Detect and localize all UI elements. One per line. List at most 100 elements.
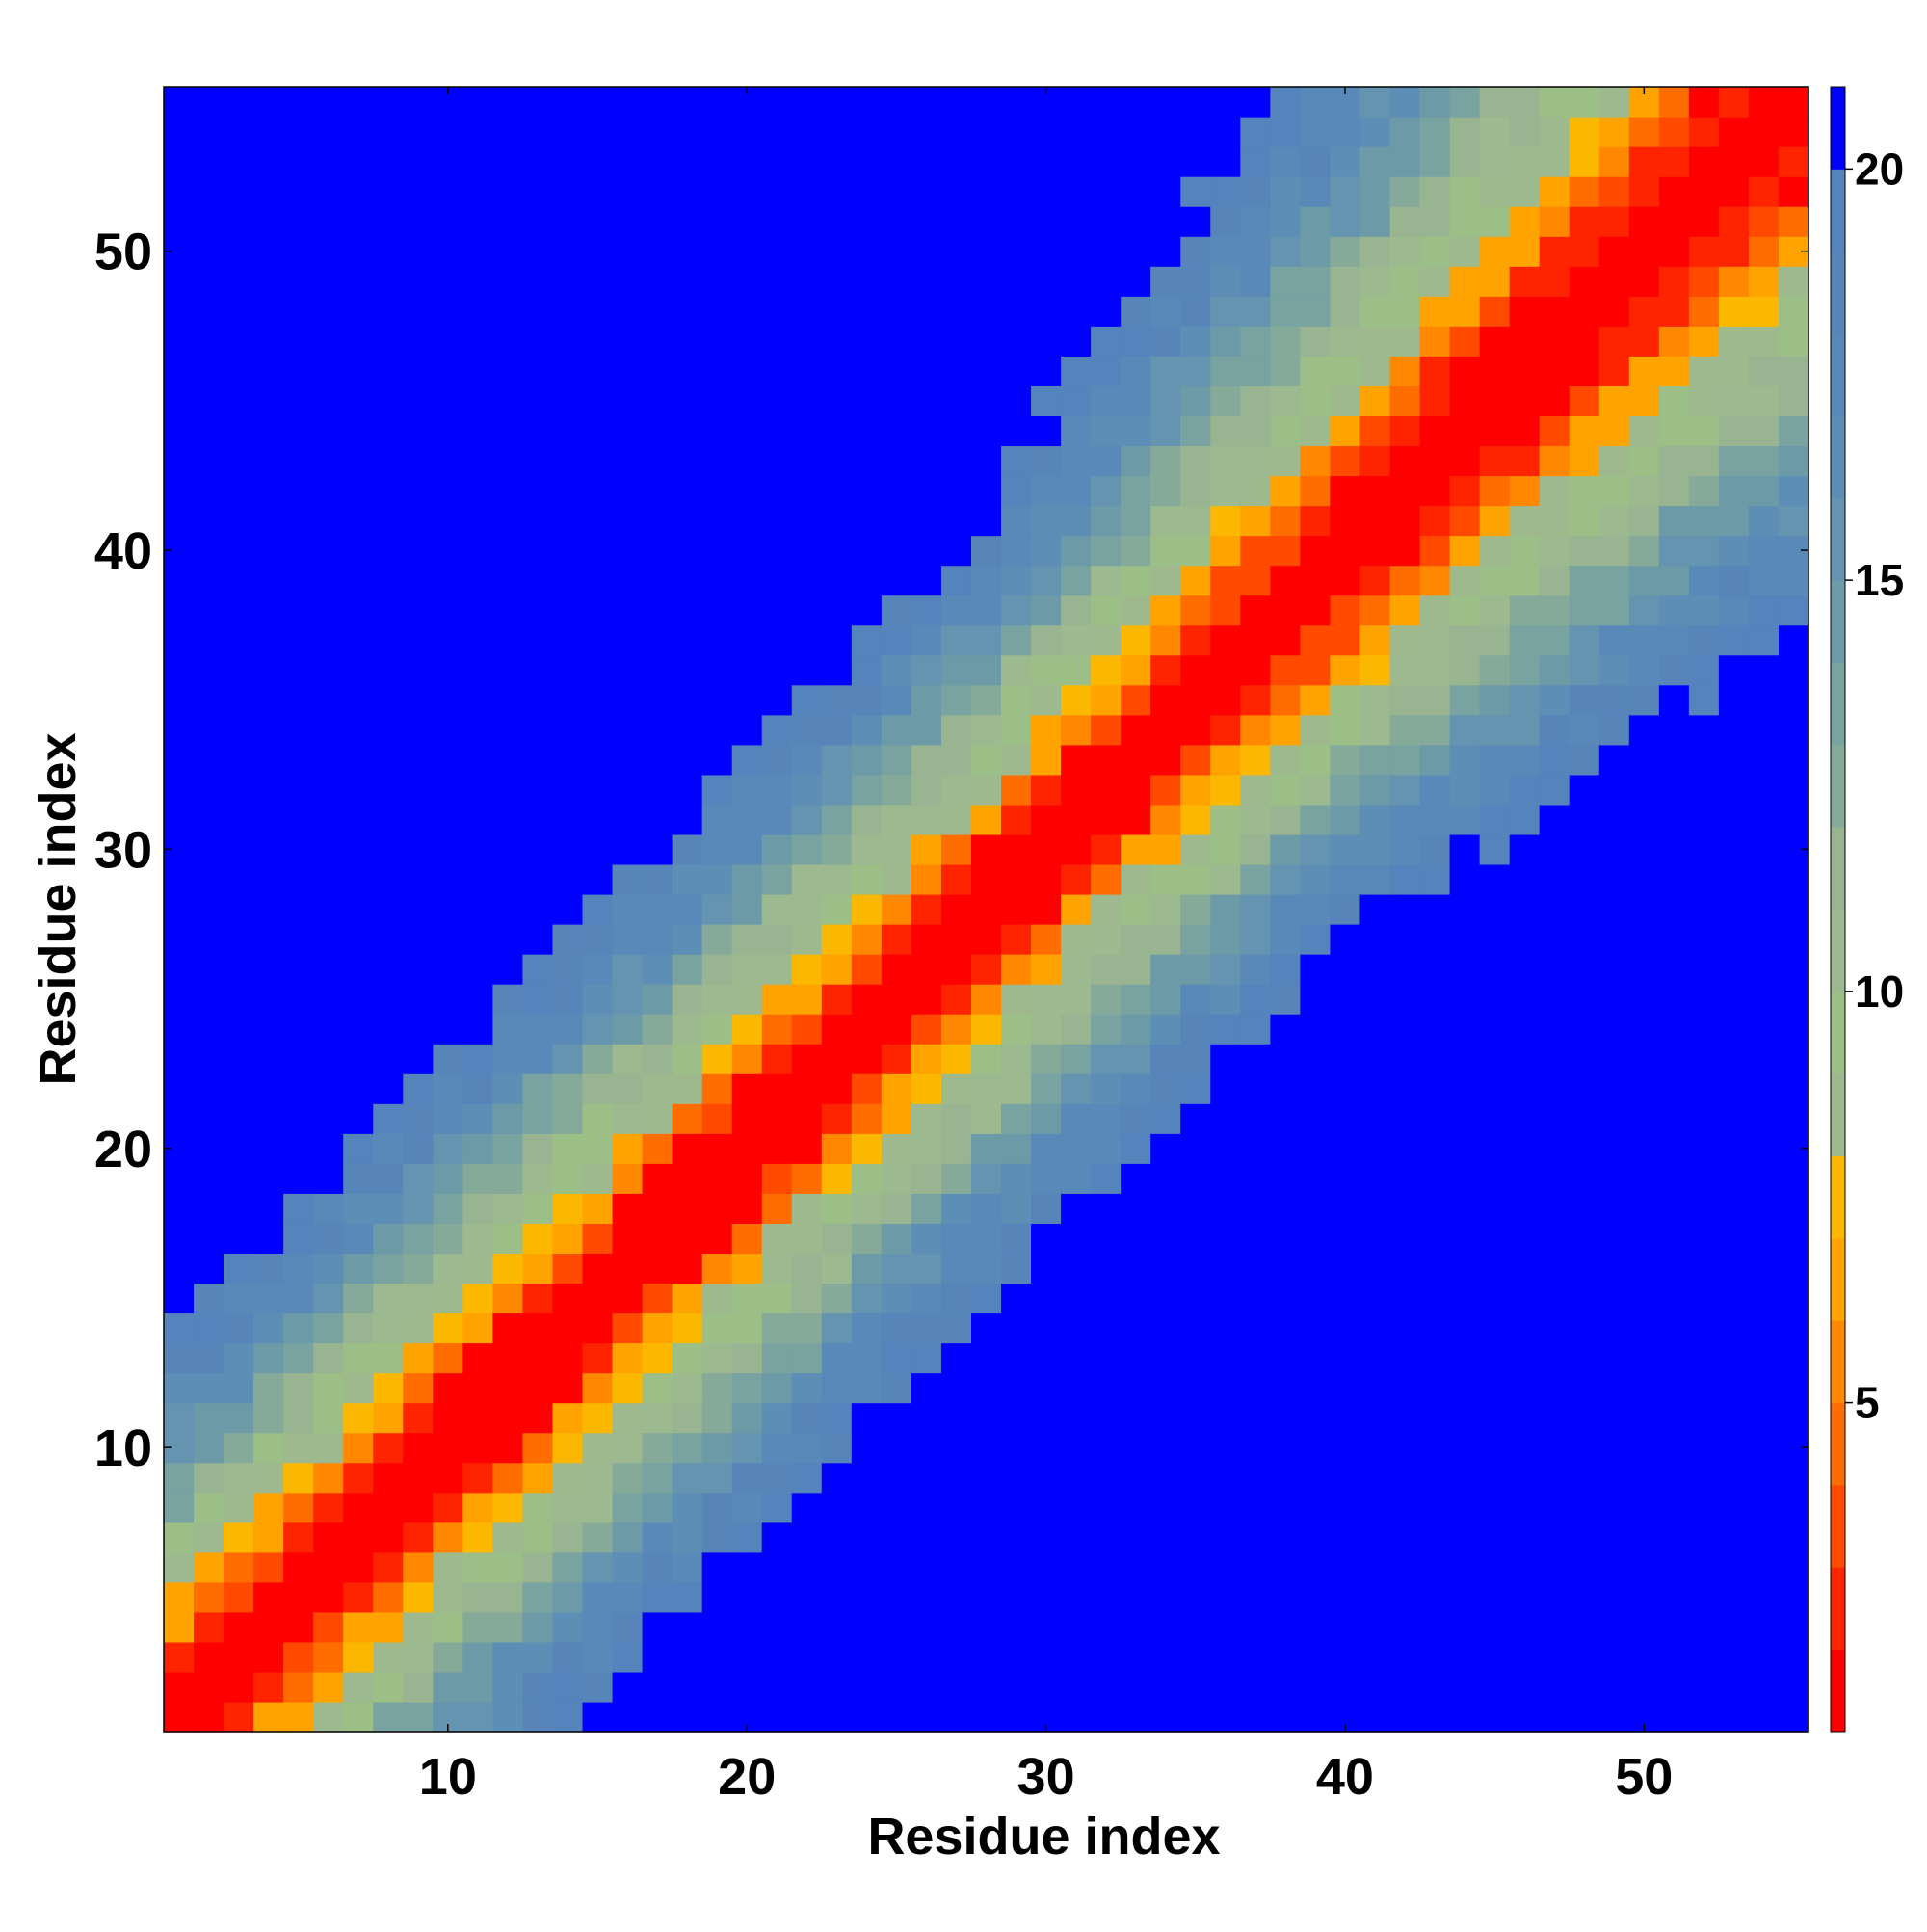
heatmap-cell (1449, 1163, 1481, 1194)
heatmap-cell (522, 863, 554, 895)
heatmap-cell (1509, 1522, 1541, 1553)
heatmap-cell (492, 654, 524, 686)
heatmap-cell (1180, 1551, 1211, 1583)
heatmap-cell (701, 385, 733, 416)
heatmap-cell (492, 296, 524, 327)
heatmap-cell (881, 385, 912, 416)
heatmap-cell (1180, 535, 1211, 567)
heatmap-cell (403, 445, 434, 477)
heatmap-cell (1031, 1611, 1062, 1643)
heatmap-cell (194, 684, 224, 716)
heatmap-cell (1509, 834, 1541, 865)
heatmap-cell (1569, 1581, 1600, 1613)
heatmap-cell (1300, 356, 1332, 386)
heatmap-cell (1389, 1372, 1421, 1404)
heatmap-cell (582, 176, 614, 207)
heatmap-cell (1688, 356, 1720, 386)
heatmap-cell (1628, 1044, 1660, 1074)
heatmap-cell (612, 87, 644, 118)
heatmap-cell (1718, 774, 1750, 806)
heatmap-cell (164, 984, 195, 1015)
heatmap-cell (1180, 1342, 1211, 1374)
heatmap-cell (1748, 1044, 1780, 1074)
heatmap-cell (1598, 984, 1630, 1015)
heatmap-cell (1628, 1223, 1660, 1255)
heatmap-cell (761, 1283, 793, 1314)
heatmap-cell (851, 1432, 883, 1464)
heatmap-cell (403, 863, 434, 895)
heatmap-cell (1539, 1103, 1571, 1134)
heatmap-cell (1001, 1641, 1032, 1673)
heatmap-cell (1091, 1432, 1122, 1464)
heatmap-cell (761, 1462, 793, 1494)
heatmap-cell (642, 1193, 673, 1224)
heatmap-cell (1419, 984, 1451, 1015)
heatmap-cell (731, 326, 763, 357)
heatmap-cell (1330, 1014, 1361, 1045)
heatmap-cell (582, 87, 614, 118)
heatmap-cell (1359, 1492, 1391, 1523)
heatmap-cell (1658, 1163, 1690, 1194)
heatmap-cell (194, 1641, 224, 1673)
heatmap-cell (462, 954, 493, 985)
heatmap-cell (1121, 415, 1151, 447)
heatmap-cell (1270, 385, 1301, 416)
heatmap-cell (1240, 1641, 1271, 1673)
heatmap-cell (1330, 565, 1361, 596)
heatmap-cell (522, 714, 554, 746)
heatmap-cell (343, 1342, 374, 1374)
heatmap-cell (1121, 505, 1151, 537)
heatmap-cell (373, 356, 404, 386)
heatmap-cell (253, 1522, 284, 1553)
heatmap-cell (552, 1342, 584, 1374)
heatmap-cell (851, 1671, 883, 1703)
heatmap-cell (224, 385, 254, 416)
heatmap-cell (1419, 236, 1451, 267)
heatmap-cell (582, 863, 614, 895)
heatmap-cell (253, 565, 284, 596)
heatmap-cell (970, 146, 1002, 177)
heatmap-cell (761, 1073, 793, 1104)
heatmap-cell (403, 206, 434, 237)
heatmap-cell (701, 445, 733, 477)
heatmap-cell (1150, 1163, 1181, 1194)
heatmap-cell (1419, 1014, 1451, 1045)
heatmap-cell (403, 385, 434, 416)
heatmap-cell (1330, 1163, 1361, 1194)
heatmap-cell (881, 654, 912, 686)
heatmap-cell (970, 1462, 1002, 1494)
heatmap-cell (164, 1253, 195, 1284)
heatmap-cell (1359, 924, 1391, 955)
heatmap-cell (462, 1671, 493, 1703)
heatmap-cell (970, 356, 1002, 386)
heatmap-cell (1509, 1044, 1541, 1074)
heatmap-cell (731, 595, 763, 626)
heatmap-cell (1330, 117, 1361, 147)
heatmap-cell (164, 1701, 195, 1733)
heatmap-cell (1389, 1073, 1421, 1104)
heatmap-cell (1688, 415, 1720, 447)
heatmap-cell (911, 1611, 942, 1643)
heatmap-cell (403, 774, 434, 806)
heatmap-cell (1569, 535, 1600, 567)
heatmap-cell (731, 774, 763, 806)
heatmap-cell (1449, 684, 1481, 716)
heatmap-cell (1509, 1402, 1541, 1434)
heatmap-cell (1658, 1551, 1690, 1583)
heatmap-cell (313, 236, 344, 267)
heatmap-cell (1748, 654, 1780, 686)
heatmap-cell (1359, 505, 1391, 537)
heatmap-cell (1509, 87, 1541, 118)
heatmap-cell (1688, 1611, 1720, 1643)
heatmap-cell (552, 176, 584, 207)
heatmap-cell (552, 505, 584, 537)
heatmap-cell (313, 834, 344, 865)
heatmap-cell (940, 1253, 972, 1284)
heatmap-cell (194, 744, 224, 776)
heatmap-cell (731, 1492, 763, 1523)
heatmap-cell (1569, 863, 1600, 895)
heatmap-cell (1778, 714, 1809, 746)
heatmap-cell (1718, 1163, 1750, 1194)
heatmap-cell (1330, 834, 1361, 865)
heatmap-cell (1389, 1044, 1421, 1074)
